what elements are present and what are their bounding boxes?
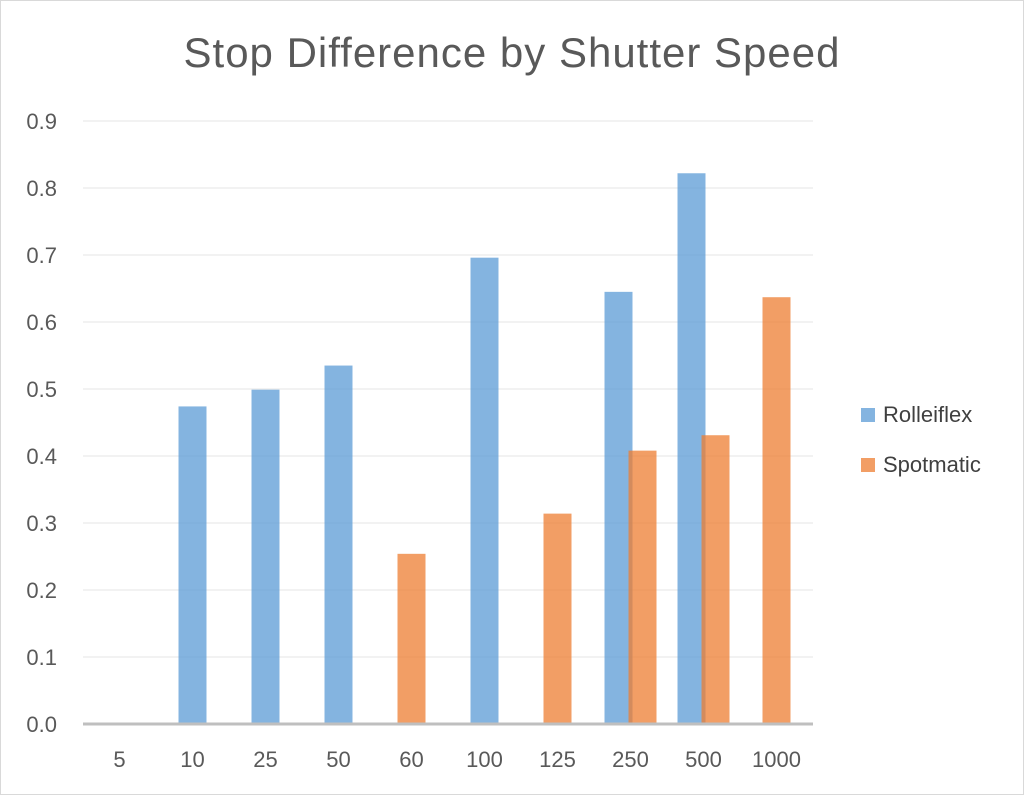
x-tick-label: 5 bbox=[113, 747, 125, 772]
x-tick-label: 25 bbox=[253, 747, 277, 772]
x-tick-label: 100 bbox=[466, 747, 503, 772]
y-tick-label: 0.1 bbox=[26, 645, 57, 670]
bar-spotmatic-60[interactable] bbox=[397, 553, 426, 724]
legend-swatch-spotmatic bbox=[861, 458, 875, 472]
y-tick-label: 0.8 bbox=[26, 176, 57, 201]
chart-title: Stop Difference by Shutter Speed bbox=[183, 29, 841, 76]
bar-spotmatic-250[interactable] bbox=[628, 450, 657, 724]
y-tick-label: 0.3 bbox=[26, 511, 57, 536]
y-tick-label: 0.9 bbox=[26, 109, 57, 134]
legend-swatch-rolleiflex bbox=[861, 408, 875, 422]
x-tick-label: 500 bbox=[685, 747, 722, 772]
x-tick-label: 1000 bbox=[752, 747, 801, 772]
bar-spotmatic-500[interactable] bbox=[701, 435, 730, 724]
y-tick-label: 0.7 bbox=[26, 243, 57, 268]
legend-item-spotmatic[interactable]: Spotmatic bbox=[861, 451, 981, 479]
y-tick-label: 0.2 bbox=[26, 578, 57, 603]
legend-label-rolleiflex: Rolleiflex bbox=[883, 402, 973, 427]
y-axis-ticks: 0.0 0.1 0.2 0.3 0.4 0.5 0.6 0.7 0.8 0.9 bbox=[26, 109, 57, 737]
y-tick-label: 0.5 bbox=[26, 377, 57, 402]
y-tick-label: 0.6 bbox=[26, 310, 57, 335]
x-tick-label: 10 bbox=[180, 747, 204, 772]
x-tick-label: 250 bbox=[612, 747, 649, 772]
legend-item-rolleiflex[interactable]: Rolleiflex bbox=[861, 401, 981, 429]
bar-rolleiflex-250[interactable] bbox=[604, 291, 633, 724]
legend-label-spotmatic: Spotmatic bbox=[883, 452, 981, 477]
x-tick-label: 50 bbox=[326, 747, 350, 772]
bar-rolleiflex-10[interactable] bbox=[178, 406, 207, 724]
bar-rolleiflex-500[interactable] bbox=[677, 173, 706, 724]
y-tick-label: 0.0 bbox=[26, 712, 57, 737]
bars bbox=[178, 173, 791, 724]
x-tick-label: 60 bbox=[399, 747, 423, 772]
bar-rolleiflex-100[interactable] bbox=[470, 257, 499, 724]
x-tick-label: 125 bbox=[539, 747, 576, 772]
x-axis-ticks: 5 10 25 50 60 100 125 250 500 1000 bbox=[113, 747, 801, 772]
bar-rolleiflex-50[interactable] bbox=[324, 365, 353, 724]
legend: Rolleiflex Spotmatic bbox=[861, 401, 981, 501]
bar-spotmatic-1000[interactable] bbox=[762, 297, 791, 724]
bar-rolleiflex-25[interactable] bbox=[251, 389, 280, 724]
y-tick-label: 0.4 bbox=[26, 444, 57, 469]
bar-spotmatic-125[interactable] bbox=[543, 513, 572, 724]
